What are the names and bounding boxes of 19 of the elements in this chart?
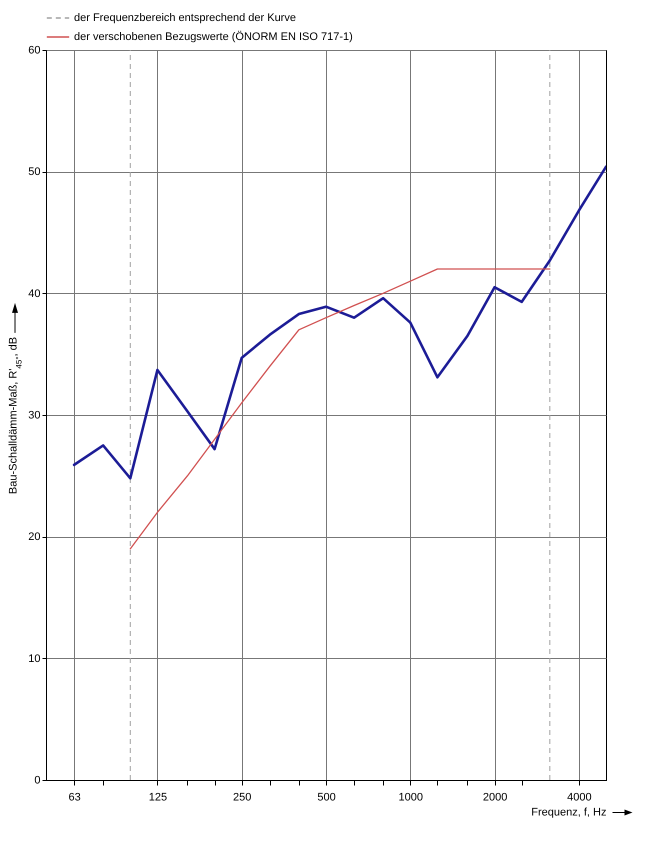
- x-tick-label: 4000: [567, 792, 592, 804]
- x-tick-label: 500: [317, 792, 336, 804]
- x-axis-title: Frequenz, f, Hz: [531, 806, 606, 818]
- x-tick-label: 250: [233, 792, 252, 804]
- x-tick-label: 63: [68, 792, 81, 804]
- line-series: [72, 166, 606, 480]
- y-tick-label: 40: [28, 288, 40, 300]
- line-series: [130, 268, 550, 550]
- x-tick-label: 125: [148, 792, 168, 804]
- legend-label: der Frequenzbereich entsprechend der Kurve: [74, 12, 296, 24]
- y-tick-label: 30: [28, 410, 40, 422]
- legend-label: der verschobenen Bezugswerte (ÖNORM EN ISO 717-1): [74, 30, 353, 43]
- x-tick-label: 1000: [398, 792, 424, 804]
- y-tick-label: 0: [34, 774, 40, 786]
- y-tick-label: 10: [28, 652, 40, 665]
- x-tick-label: 2000: [482, 792, 508, 804]
- y-tick-label: 60: [28, 44, 40, 56]
- y-tick-label: 50: [28, 166, 40, 178]
- y-tick-label: 20: [28, 531, 40, 544]
